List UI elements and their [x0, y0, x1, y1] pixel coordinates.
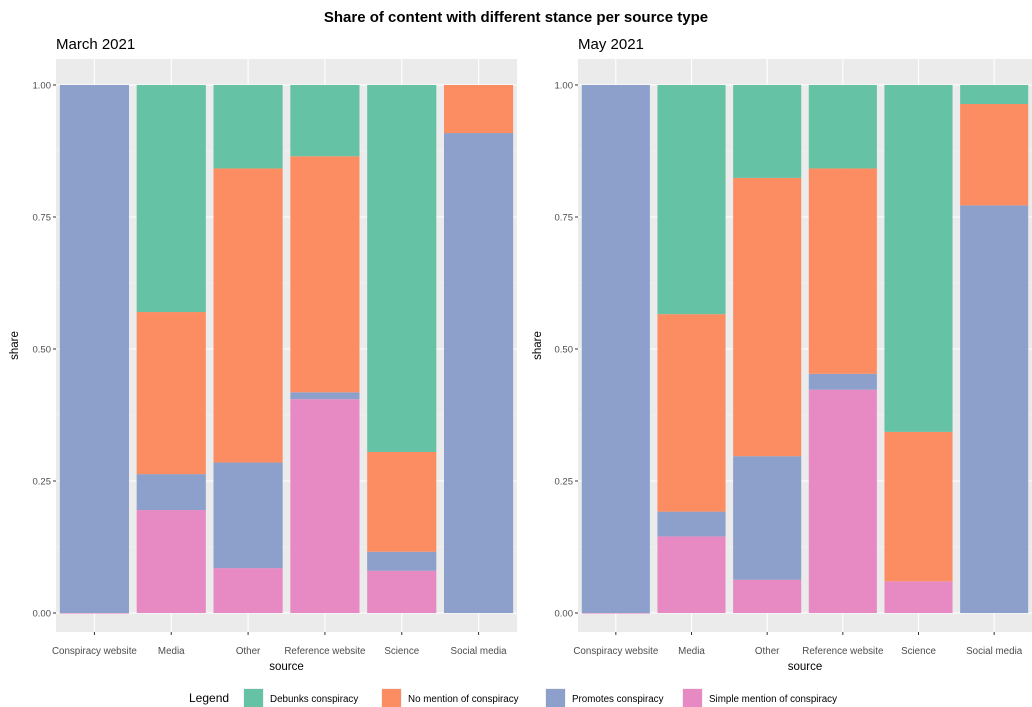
bar-social-media-promotes [960, 205, 1029, 613]
bar-reference-website-nomention [290, 156, 360, 393]
bar-social-media-nomention [444, 85, 514, 134]
y-tick-label: 0.00 [555, 609, 574, 620]
x-axis-title: source [269, 661, 304, 673]
bar-social-media-nomention [960, 104, 1029, 206]
bar-conspiracy-website-promotes [59, 85, 129, 613]
y-tick-label: 0.50 [555, 345, 574, 356]
legend-swatch-promotes [546, 689, 565, 707]
y-tick-label: 0.25 [555, 477, 574, 488]
bar-science-debunks [367, 85, 437, 452]
bar-reference-website-promotes [808, 373, 877, 390]
bar-other-nomention [213, 168, 283, 463]
bar-reference-website-simple [808, 389, 877, 613]
bar-reference-website-debunks [808, 85, 877, 169]
bar-media-nomention [657, 314, 726, 512]
legend-title: Legend [189, 691, 229, 705]
legend-swatch-simple [683, 689, 702, 707]
panel-title: March 2021 [56, 36, 135, 53]
chart-title: Share of content with different stance p… [323, 9, 709, 26]
panel-title: May 2021 [578, 36, 644, 53]
x-tick-label: Social media [966, 646, 1023, 657]
bar-science-promotes [367, 551, 437, 571]
x-tick-label: Reference website [284, 646, 366, 657]
legend-label-simple: Simple mention of conspiracy [709, 694, 837, 705]
bar-media-simple [136, 510, 206, 613]
y-tick-label: 0.75 [33, 213, 52, 224]
y-tick-label: 1.00 [555, 81, 574, 92]
legend-swatch-debunks [244, 689, 263, 707]
y-tick-label: 0.50 [33, 345, 52, 356]
bar-social-media-promotes [444, 133, 514, 613]
bar-science-nomention [884, 431, 953, 582]
y-tick-label: 0.75 [555, 213, 574, 224]
x-tick-label: Social media [451, 646, 508, 657]
panel-background [578, 59, 1032, 632]
x-tick-label: Media [678, 646, 705, 657]
panel-march-2021: March 2021 0.00 0.25 0.50 0.75 1.00 Conspiracy… [9, 36, 517, 673]
bar-other-simple [213, 568, 283, 613]
y-tick-label: 0.00 [33, 609, 52, 620]
x-axis-title: source [788, 661, 823, 673]
y-tick-label: 0.25 [33, 477, 52, 488]
bar-reference-website-simple [290, 399, 360, 613]
legend-label-promotes: Promotes conspiracy [572, 694, 664, 705]
bar-other-nomention [733, 177, 802, 457]
legend-label-debunks: Debunks conspiracy [270, 694, 358, 705]
y-axis-title: share [9, 331, 21, 360]
bar-media-simple [657, 536, 726, 613]
bar-reference-website-nomention [808, 168, 877, 374]
bar-media-debunks [136, 85, 206, 313]
x-tick-label: Other [755, 646, 780, 657]
legend: Legend Debunks conspiracy No mention of co… [189, 688, 837, 707]
bar-media-nomention [136, 312, 206, 475]
bar-social-media-debunks [960, 85, 1029, 105]
bar-other-debunks [733, 85, 802, 178]
x-tick-label: Media [158, 646, 185, 657]
x-tick-label: Science [901, 646, 936, 657]
bar-other-debunks [213, 85, 283, 169]
x-tick-label: Other [236, 646, 261, 657]
x-tick-label: Science [384, 646, 419, 657]
bar-science-simple [884, 581, 953, 613]
panel-background [56, 59, 517, 632]
y-axis-title: share [532, 331, 544, 360]
bar-reference-website-promotes [290, 392, 360, 400]
bar-science-simple [367, 570, 437, 613]
y-tick-label: 1.00 [33, 81, 52, 92]
legend-swatch-nomention [382, 689, 401, 707]
bar-other-simple [733, 579, 802, 613]
bar-media-promotes [657, 511, 726, 537]
x-tick-label: Conspiracy website [52, 646, 137, 657]
bar-science-nomention [367, 451, 437, 552]
panel-may-2021: May 2021 0.00 0.25 0.50 0.75 1.00 Conspiracy w… [532, 36, 1032, 673]
bar-media-promotes [136, 474, 206, 511]
bar-reference-website-debunks [290, 85, 360, 157]
legend-label-nomention: No mention of conspiracy [408, 694, 519, 705]
bar-other-promotes [213, 462, 283, 569]
x-tick-label: Conspiracy website [573, 646, 658, 657]
bar-science-debunks [884, 85, 953, 432]
bar-conspiracy-website-promotes [581, 85, 650, 613]
x-tick-label: Reference website [802, 646, 884, 657]
bar-other-promotes [733, 456, 802, 580]
bar-media-debunks [657, 85, 726, 315]
